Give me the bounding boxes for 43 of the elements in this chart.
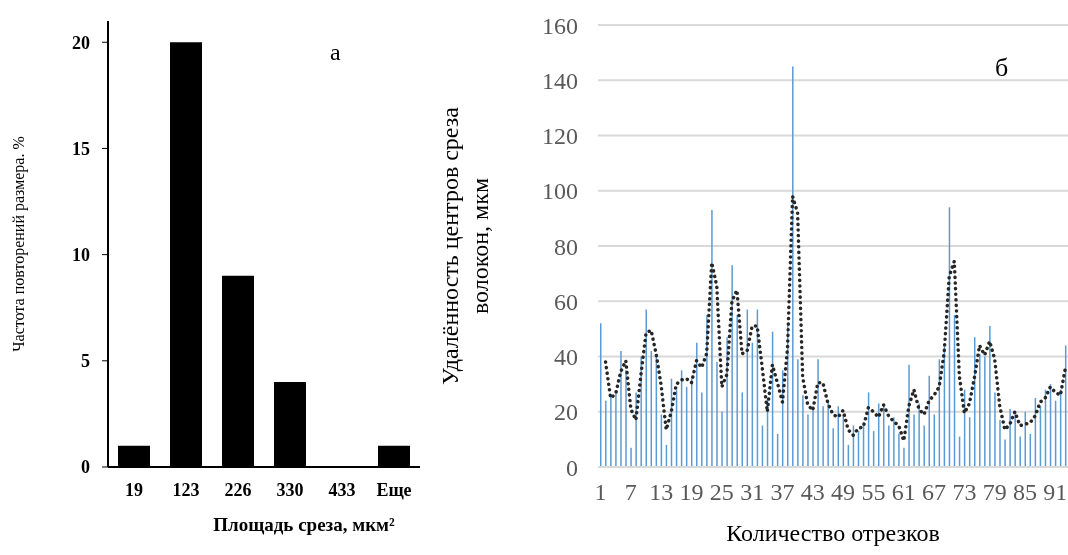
y-tick-label: 100 bbox=[542, 178, 578, 205]
x-tick-label: 13 bbox=[649, 479, 674, 506]
x-tick-label: 226 bbox=[224, 479, 252, 500]
y-tick-label: 15 bbox=[72, 138, 90, 159]
x-tick-label: 55 bbox=[861, 479, 886, 506]
x-tick-label: 37 bbox=[770, 479, 795, 506]
x-tick-label: 1 bbox=[594, 479, 607, 506]
x-tick-label: 19 bbox=[679, 479, 704, 506]
y-tick-label: 140 bbox=[542, 67, 578, 94]
x-tick-label: 73 bbox=[952, 479, 977, 506]
x-tick-label: 7 bbox=[624, 479, 637, 506]
x-axis-title: Количество отрезков bbox=[726, 520, 940, 546]
x-tick-label: 25 bbox=[709, 479, 734, 506]
x-tick-label: 79 bbox=[982, 479, 1007, 506]
y-tick-label: 80 bbox=[554, 233, 578, 260]
y-tick-label: 5 bbox=[81, 351, 90, 372]
x-tick-label: 330 bbox=[276, 479, 304, 500]
x-axis-title: Площадь среза, мкм² bbox=[213, 514, 396, 535]
x-tick-label: 433 bbox=[328, 479, 356, 500]
y-tick-label: 40 bbox=[554, 344, 578, 371]
y-tick-label: 0 bbox=[566, 454, 578, 481]
y-tick-label: 0 bbox=[81, 457, 90, 478]
x-tick-label: 61 bbox=[891, 479, 916, 506]
annotation: б bbox=[995, 53, 1009, 82]
y-tick-label: 120 bbox=[542, 123, 578, 150]
x-tick-label: 123 bbox=[172, 479, 200, 500]
annotation: а bbox=[330, 39, 341, 65]
x-tick-label: 85 bbox=[1013, 479, 1038, 506]
x-tick-label: 49 bbox=[831, 479, 856, 506]
line-series bbox=[603, 194, 1068, 443]
x-tick-label: 91 bbox=[1043, 479, 1068, 506]
x-tick-label: 31 bbox=[740, 479, 765, 506]
y-axis-title: Частота повторений размера. % bbox=[10, 136, 28, 352]
y-tick-label: 60 bbox=[554, 288, 578, 315]
y-tick-label: 20 bbox=[72, 32, 90, 53]
x-tick-label: 19 bbox=[125, 479, 143, 500]
y-tick-label: 10 bbox=[72, 245, 90, 266]
y-tick-label: 160 bbox=[542, 12, 578, 39]
x-tick-label: 43 bbox=[800, 479, 825, 506]
y-tick-label: 20 bbox=[554, 399, 578, 426]
x-tick-label: 67 bbox=[922, 479, 947, 506]
y-axis-title: Удалённость центров среза волокон, мкм bbox=[437, 106, 493, 385]
x-tick-label: Еще bbox=[376, 479, 412, 500]
